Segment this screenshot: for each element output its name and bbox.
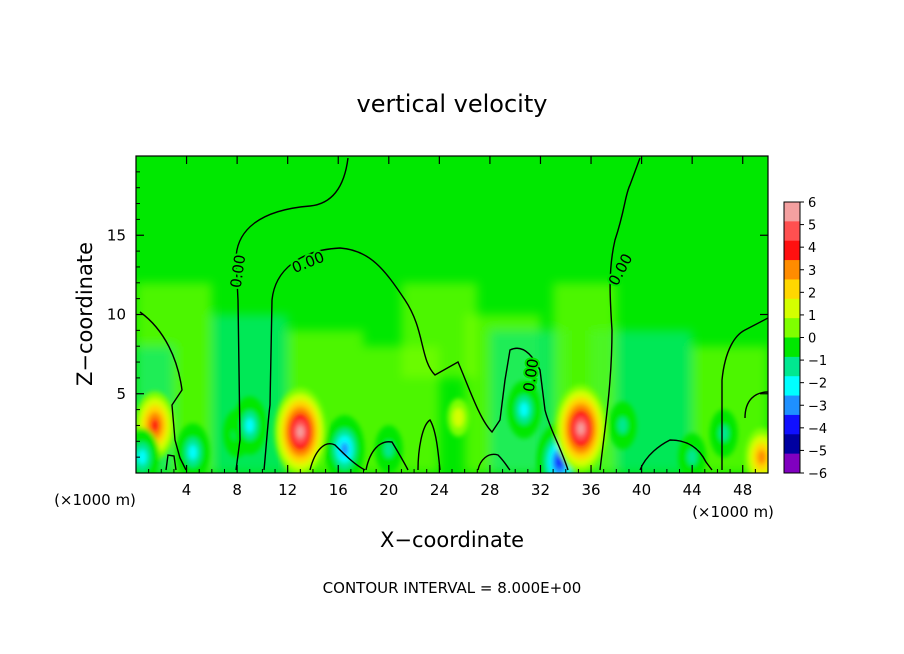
cell-band: [245, 418, 255, 433]
zero-contour: [235, 157, 349, 471]
cell-band: [617, 417, 628, 434]
zero-contour: [599, 157, 641, 471]
colorbar-label: 6: [808, 196, 816, 211]
zero-contour: [417, 419, 441, 471]
colorbar-swatch: [784, 376, 800, 397]
zero-contour: [744, 391, 768, 419]
x-axis-label: X−coordinate: [380, 528, 524, 552]
colorbar-label: −5: [808, 444, 827, 459]
cell-band: [519, 402, 529, 417]
colorbar-swatch: [784, 202, 800, 222]
zero-contours: [139, 157, 768, 471]
zero-contour: [139, 311, 187, 471]
x-tick-label: 8: [232, 481, 242, 499]
colorbar-swatch: [784, 260, 800, 280]
cell-band: [687, 449, 697, 466]
velocity-cell: [447, 398, 470, 437]
x-tick-label: 20: [379, 481, 398, 499]
cell-band: [757, 449, 766, 465]
velocity-cell: [608, 401, 637, 450]
colorbar-swatch: [784, 240, 800, 261]
cell-band: [296, 425, 305, 439]
colorbar-label: 3: [808, 264, 816, 279]
colorbar: 6 5 4 3 2 1 0 −1 −2 −3 −4 −5 −6: [783, 196, 827, 482]
cell-band: [452, 408, 464, 428]
colorbar-swatch: [784, 356, 800, 377]
colorbar-swatch: [784, 221, 800, 242]
colorbar-swatch: [784, 337, 800, 358]
velocity-cell: [175, 423, 210, 473]
colorbar-label: 0: [808, 332, 816, 347]
velocity-field-cells: [136, 380, 768, 473]
y-tick-label: 10: [107, 306, 126, 324]
cell-band: [719, 425, 729, 442]
chart-title: vertical velocity: [357, 90, 548, 118]
velocity-cell: [678, 433, 707, 473]
y-axis-ticks: 5 10 15: [107, 171, 768, 458]
colorbar-label: 1: [808, 309, 816, 324]
colorbar-label: −3: [808, 399, 827, 414]
zero-contour: [263, 247, 569, 471]
y-axis-label: Z−coordinate: [73, 242, 97, 386]
y-tick-label: 5: [116, 385, 126, 403]
x-tick-label: 40: [632, 481, 651, 499]
velocity-cell: [374, 425, 403, 473]
zero-contour: [365, 441, 409, 471]
velocity-cell: [744, 428, 768, 473]
velocity-cell: [324, 415, 365, 473]
velocity-cell: [136, 428, 160, 473]
cell-band: [188, 445, 198, 460]
colorbar-swatch: [784, 318, 800, 338]
x-tick-label: 48: [733, 481, 752, 499]
x-tick-label: 36: [581, 481, 600, 499]
colorbar-label: −6: [808, 467, 827, 482]
cell-band: [577, 422, 585, 435]
zero-contour: [721, 317, 768, 470]
colorbar-label: −1: [808, 354, 827, 369]
colorbar-swatch: [784, 434, 800, 455]
colorbar-label: −4: [808, 422, 827, 437]
x-tick-label: 16: [329, 481, 348, 499]
colorbar-swatch: [784, 279, 800, 300]
velocity-cell: [274, 387, 327, 473]
colorbar-label: 4: [808, 241, 816, 256]
contour-interval-note: CONTOUR INTERVAL = 8.000E+00: [323, 579, 582, 597]
velocity-cell: [507, 380, 542, 439]
x-tick-label: 32: [531, 481, 550, 499]
colorbar-label: −2: [808, 377, 827, 392]
cell-band: [150, 418, 159, 433]
x-unit-right: (×1000 m): [692, 503, 774, 521]
zero-contour: [165, 454, 177, 471]
velocity-cell: [554, 384, 607, 473]
colorbar-swatch: [784, 414, 800, 435]
cell-band: [384, 441, 394, 458]
colorbar-swatch: [784, 453, 800, 474]
cell-band: [555, 455, 564, 469]
colorbar-label: 2: [808, 286, 816, 301]
x-tick-label: 44: [683, 481, 702, 499]
colorbar-swatch: [784, 395, 800, 416]
x-unit-left: (×1000 m): [54, 491, 136, 509]
x-tick-label: 24: [430, 481, 449, 499]
zero-contour: [639, 439, 713, 471]
zero-contour: [309, 443, 366, 471]
velocity-cell: [232, 396, 267, 455]
field-band: [401, 282, 478, 378]
colorbar-swatch: [784, 298, 800, 319]
plot-area: 0.00 0.00 0.00 0.00 4 8 12 16 20 24 28 32 36 40 44…: [107, 155, 769, 499]
x-tick-label: 28: [480, 481, 499, 499]
x-axis-ticks: 4 8 12 16 20 24 28 32 36 40 44 48: [148, 156, 756, 499]
y-tick-label: 15: [107, 226, 126, 244]
x-tick-label: 4: [182, 481, 192, 499]
cell-band: [138, 449, 147, 465]
colorbar-label: 5: [808, 219, 816, 234]
zero-contour: [477, 453, 511, 471]
velocity-cell: [709, 409, 738, 458]
x-tick-label: 12: [278, 481, 297, 499]
